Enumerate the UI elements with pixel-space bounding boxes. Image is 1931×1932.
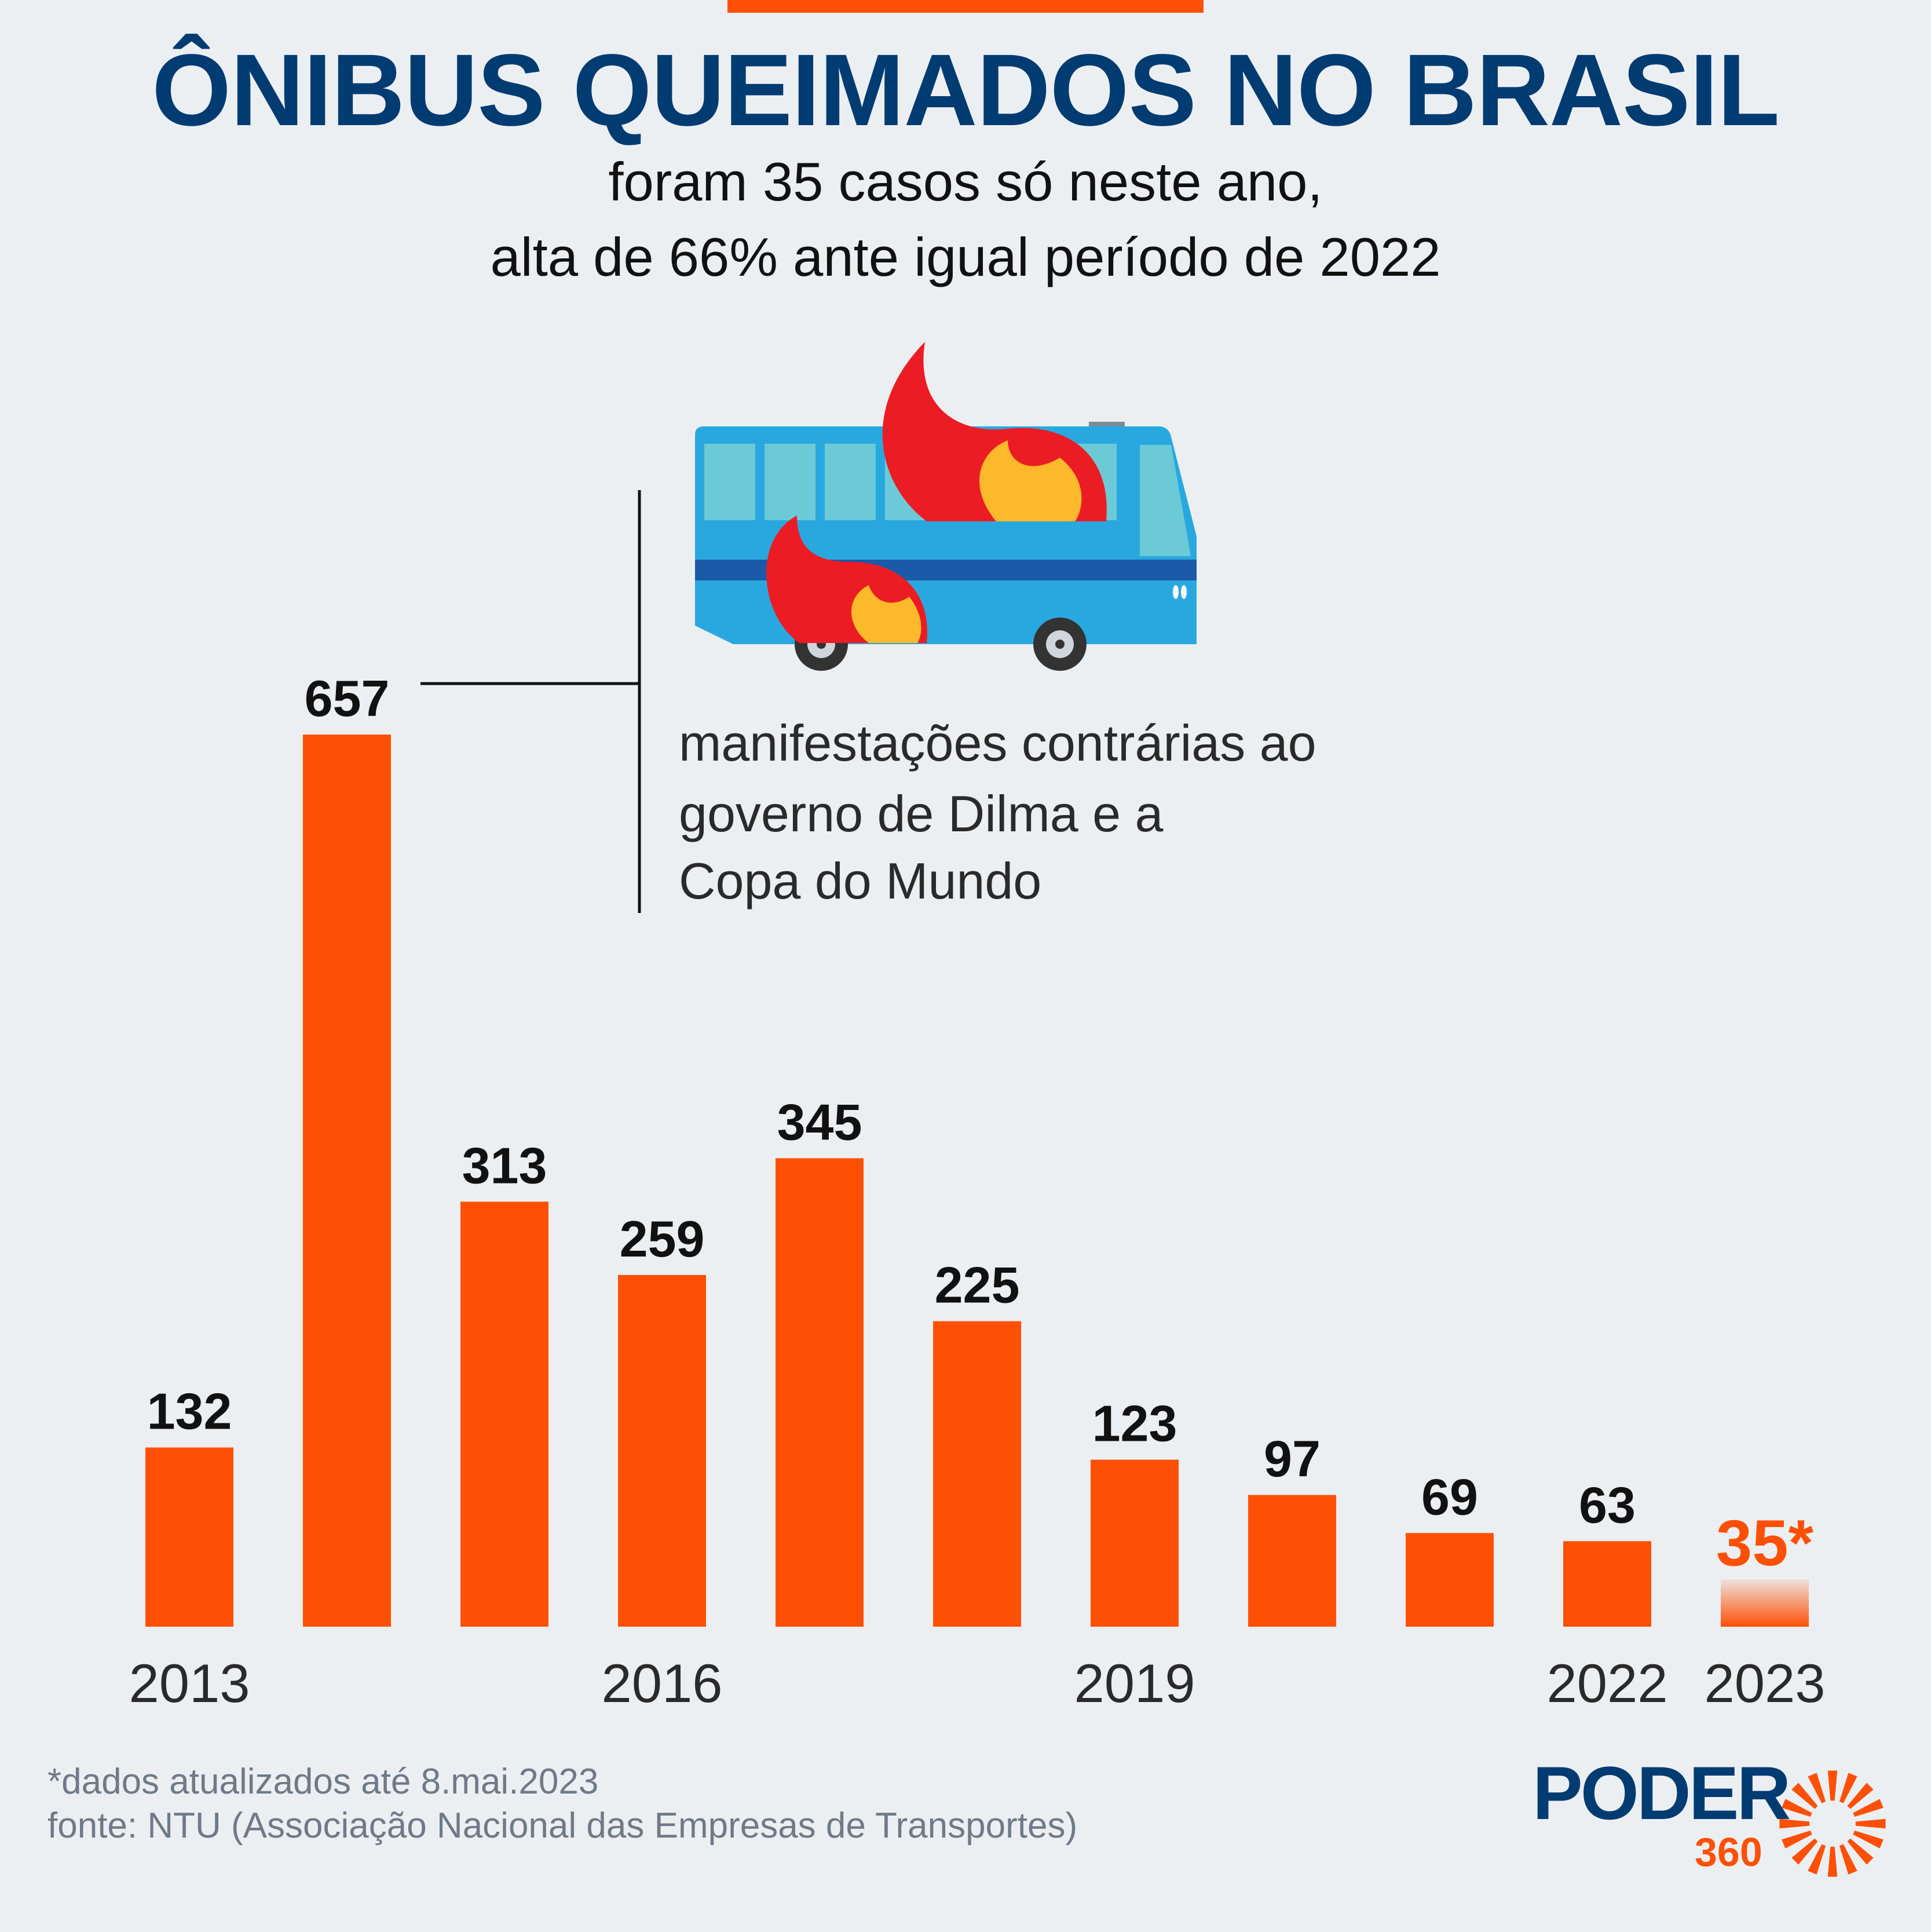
value-label-2022: 63 (1579, 1476, 1636, 1533)
burning-bus-icon (695, 342, 1197, 671)
bar-2023 (1721, 1579, 1809, 1627)
sun-ray (1839, 1773, 1857, 1803)
sun-ray (1827, 1770, 1838, 1801)
x-tick-2023: 2023 (1704, 1653, 1825, 1714)
x-tick-2019: 2019 (1074, 1653, 1195, 1714)
subtitle-line-1: foram 35 casos só neste ano, (608, 151, 1323, 212)
value-label-2016: 259 (620, 1210, 705, 1268)
bar-2017 (776, 1158, 864, 1627)
sun-ray (1782, 1830, 1812, 1849)
sun-ray (1808, 1773, 1826, 1803)
value-label-2015: 313 (462, 1137, 547, 1194)
sun-ray (1855, 1818, 1886, 1829)
subtitle-line-2: alta de 66% ante igual período de 2022 (490, 227, 1441, 287)
x-tick-2016: 2016 (601, 1653, 722, 1714)
value-label-2023: 35* (1716, 1507, 1814, 1579)
bar-2022 (1563, 1541, 1651, 1627)
value-label-2021: 69 (1421, 1468, 1478, 1525)
bar-2020 (1248, 1495, 1336, 1627)
annotation-line-1: manifestações contrárias ao (679, 714, 1316, 772)
sun-ray (1847, 1783, 1874, 1809)
bar-2018 (933, 1321, 1021, 1627)
sun-ray (1791, 1838, 1818, 1865)
source-note: fonte: NTU (Associação Nacional das Empr… (47, 1806, 1078, 1846)
logo-number: 360 (1695, 1829, 1762, 1875)
value-label-2018: 225 (935, 1257, 1020, 1314)
sun-ray (1847, 1838, 1874, 1865)
value-label-2013: 132 (147, 1383, 232, 1440)
chart-title: ÔNIBUS QUEIMADOS NO BRASIL (152, 34, 1780, 147)
bar-2015 (460, 1201, 548, 1627)
sun-ray (1853, 1830, 1884, 1849)
value-label-2019: 123 (1092, 1395, 1177, 1452)
value-label-2014: 657 (305, 670, 390, 727)
bar-2013 (145, 1447, 233, 1627)
sun-ray (1827, 1846, 1838, 1877)
sun-ray (1782, 1799, 1812, 1817)
annotation-line-3: Copa do Mundo (679, 852, 1042, 910)
bar-2021 (1406, 1533, 1494, 1627)
x-tick-2013: 2013 (129, 1653, 250, 1714)
value-label-2017: 345 (777, 1093, 862, 1151)
value-label-2020: 97 (1264, 1430, 1321, 1488)
bar-2014 (303, 735, 391, 1627)
bar-2016 (618, 1274, 706, 1627)
sun-ray (1839, 1844, 1857, 1875)
sun-ray (1853, 1799, 1884, 1817)
sun-ray (1791, 1783, 1818, 1809)
sun-burst-icon (1779, 1770, 1886, 1877)
sun-ray (1808, 1844, 1826, 1875)
top-accent-bar (727, 0, 1204, 13)
bar-2019 (1091, 1459, 1179, 1627)
x-tick-2022: 2022 (1546, 1653, 1667, 1714)
logo-wordmark: PODER (1533, 1751, 1791, 1835)
annotation-connector (420, 490, 641, 913)
annotation-line-2: governo de Dilma e a (679, 785, 1164, 842)
footnote: *dados atualizados até 8.mai.2023 (47, 1762, 599, 1802)
sun-ray (1779, 1818, 1810, 1829)
